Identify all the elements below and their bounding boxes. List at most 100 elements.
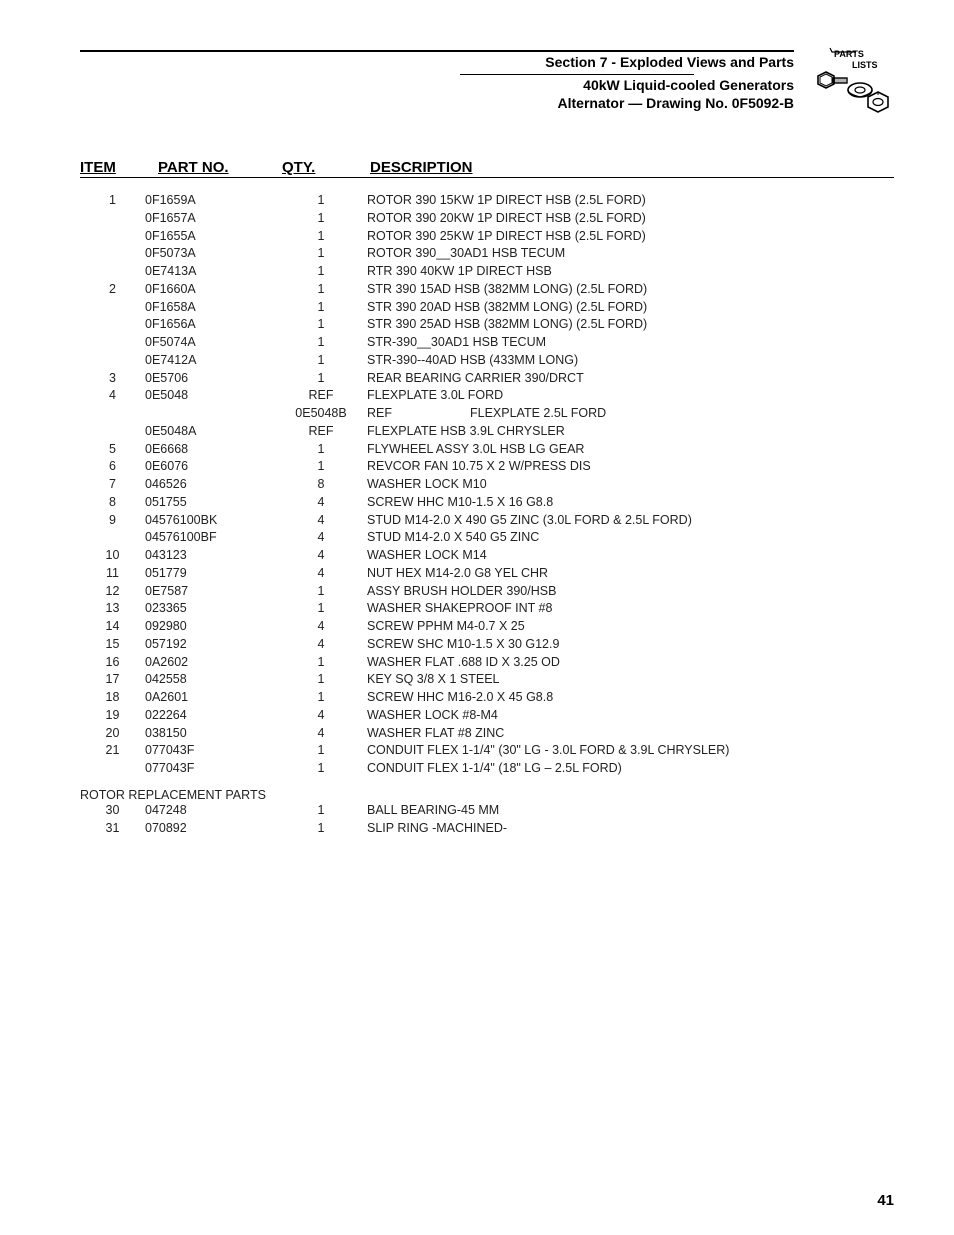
cell-desc: FLEXPLATE HSB 3.9L CHRYSLER [367, 423, 729, 441]
cell-item: 11 [80, 565, 145, 583]
table-row: 10F1659A1ROTOR 390 15KW 1P DIRECT HSB (2… [80, 192, 729, 210]
cell-desc: FLEXPLATE 3.0L FORD [367, 387, 729, 405]
cell-item: 9 [80, 512, 145, 530]
cell-part: 0E7587 [145, 583, 275, 601]
cell-part: 077043F [145, 760, 275, 778]
cell-qty: 1 [275, 245, 367, 263]
cell-part: 0E6076 [145, 458, 275, 476]
cell-desc: SCREW SHC M10-1.5 X 30 G12.9 [367, 636, 729, 654]
cell-desc: STR 390 20AD HSB (382MM LONG) (2.5L FORD… [367, 299, 729, 317]
table-row: 0F5074A1STR-390__30AD1 HSB TECUM [80, 334, 729, 352]
cell-desc: ROTOR 390 15KW 1P DIRECT HSB (2.5L FORD) [367, 192, 729, 210]
cell-desc: SLIP RING -MACHINED- [367, 820, 507, 838]
table-row: 80517554SCREW HHC M10-1.5 X 16 G8.8 [80, 494, 729, 512]
cell-part: 092980 [145, 618, 275, 636]
cell-qty: 1 [275, 458, 367, 476]
cell-qty: 1 [275, 281, 367, 299]
table-row: 21077043F1CONDUIT FLEX 1-1/4" (30" LG - … [80, 742, 729, 760]
header-desc: DESCRIPTION [370, 159, 894, 176]
cell-qty: 1 [275, 263, 367, 281]
cell-part: 0E5048A [145, 423, 275, 441]
cell-part: 022264 [145, 707, 275, 725]
cell-item [80, 245, 145, 263]
cell-part: 0F5073A [145, 245, 275, 263]
cell-item: 3 [80, 370, 145, 388]
table-row: 170425581KEY SQ 3/8 X 1 STEEL [80, 671, 729, 689]
table-row: 04576100BF4STUD M14-2.0 X 540 G5 ZINC [80, 529, 729, 547]
cell-qty: 1 [275, 441, 367, 459]
table-row: 190222644WASHER LOCK #8-M4 [80, 707, 729, 725]
cell-item [80, 405, 145, 423]
cell-qty: 4 [275, 512, 367, 530]
cell-desc: REVCOR FAN 10.75 X 2 W/PRESS DIS [367, 458, 729, 476]
drawing-title: Alternator — Drawing No. 0F5092-B [80, 95, 794, 111]
cell-part: 023365 [145, 600, 275, 618]
cell-item: 16 [80, 654, 145, 672]
table-row: 0F1655A1ROTOR 390 25KW 1P DIRECT HSB (2.… [80, 228, 729, 246]
cell-item: 19 [80, 707, 145, 725]
cell-desc: STUD M14-2.0 X 540 G5 ZINC [367, 529, 729, 547]
cell-qty: 8 [275, 476, 367, 494]
cell-part: 070892 [145, 820, 275, 838]
cell-part: 04576100BK [145, 512, 275, 530]
column-headers: ITEM PART NO. QTY. DESCRIPTION [80, 159, 894, 178]
parts-lists-logo-icon: PARTS LISTS [810, 46, 894, 116]
cell-item: 15 [80, 636, 145, 654]
cell-desc: STR 390 25AD HSB (382MM LONG) (2.5L FORD… [367, 316, 729, 334]
cell-desc: STUD M14-2.0 X 490 G5 ZINC (3.0L FORD & … [367, 512, 729, 530]
cell-desc: WASHER FLAT .688 ID X 3.25 OD [367, 654, 729, 672]
cell-qty: 4 [275, 547, 367, 565]
table-row: 30E57061REAR BEARING CARRIER 390/DRCT [80, 370, 729, 388]
page-number: 41 [877, 1192, 894, 1209]
cell-item [80, 299, 145, 317]
cell-item: 18 [80, 689, 145, 707]
cell-desc: ROTOR 390 25KW 1P DIRECT HSB (2.5L FORD) [367, 228, 729, 246]
cell-part: 0E7412A [145, 352, 275, 370]
cell-item: 30 [80, 802, 145, 820]
cell-part: 0F1655A [145, 228, 275, 246]
cell-qty: 1 [275, 334, 367, 352]
cell-qty: REF [275, 423, 367, 441]
table-row: 300472481BALL BEARING-45 MM [80, 802, 507, 820]
table-row: 0F5073A1ROTOR 390__30AD1 HSB TECUM [80, 245, 729, 263]
table-row: 0F1656A1STR 390 25AD HSB (382MM LONG) (2… [80, 316, 729, 334]
cell-item: 10 [80, 547, 145, 565]
cell-part [145, 405, 275, 423]
cell-desc: WASHER LOCK #8-M4 [367, 707, 729, 725]
cell-qty: 1 [275, 742, 367, 760]
cell-item [80, 760, 145, 778]
cell-qty: 1 [275, 689, 367, 707]
rotor-replacement-label: ROTOR REPLACEMENT PARTS [80, 778, 894, 802]
cell-item: 14 [80, 618, 145, 636]
cell-part: 051755 [145, 494, 275, 512]
table-row: 20F1660A1STR 390 15AD HSB (382MM LONG) (… [80, 281, 729, 299]
cell-desc: SCREW HHC M16-2.0 X 45 G8.8 [367, 689, 729, 707]
cell-part: 04576100BF [145, 529, 275, 547]
table-row: 200381504WASHER FLAT #8 ZINC [80, 725, 729, 743]
cell-desc: SCREW HHC M10-1.5 X 16 G8.8 [367, 494, 729, 512]
cell-part: 0F1659A [145, 192, 275, 210]
cell-desc: KEY SQ 3/8 X 1 STEEL [367, 671, 729, 689]
cell-qty: 0E5048B [275, 405, 367, 423]
cell-part: 0E5706 [145, 370, 275, 388]
cell-part: 042558 [145, 671, 275, 689]
cell-desc: STR 390 15AD HSB (382MM LONG) (2.5L FORD… [367, 281, 729, 299]
cell-desc: WASHER FLAT #8 ZINC [367, 725, 729, 743]
table-row: 70465268WASHER LOCK M10 [80, 476, 729, 494]
cell-desc: RTR 390 40KW 1P DIRECT HSB [367, 263, 729, 281]
cell-qty: 4 [275, 565, 367, 583]
table-row: 60E60761REVCOR FAN 10.75 X 2 W/PRESS DIS [80, 458, 729, 476]
cell-item: 1 [80, 192, 145, 210]
cell-part: 0A2601 [145, 689, 275, 707]
table-row: 140929804SCREW PPHM M4-0.7 X 25 [80, 618, 729, 636]
cell-qty: 1 [275, 583, 367, 601]
table-row: 0E5048BREFFLEXPLATE 2.5L FORD [80, 405, 729, 423]
cell-qty: 4 [275, 494, 367, 512]
cell-desc: STR-390__30AD1 HSB TECUM [367, 334, 729, 352]
cell-part: 046526 [145, 476, 275, 494]
table-row: 160A26021WASHER FLAT .688 ID X 3.25 OD [80, 654, 729, 672]
cell-part: 077043F [145, 742, 275, 760]
cell-qty: 4 [275, 725, 367, 743]
cell-item [80, 228, 145, 246]
cell-desc: FLYWHEEL ASSY 3.0L HSB LG GEAR [367, 441, 729, 459]
